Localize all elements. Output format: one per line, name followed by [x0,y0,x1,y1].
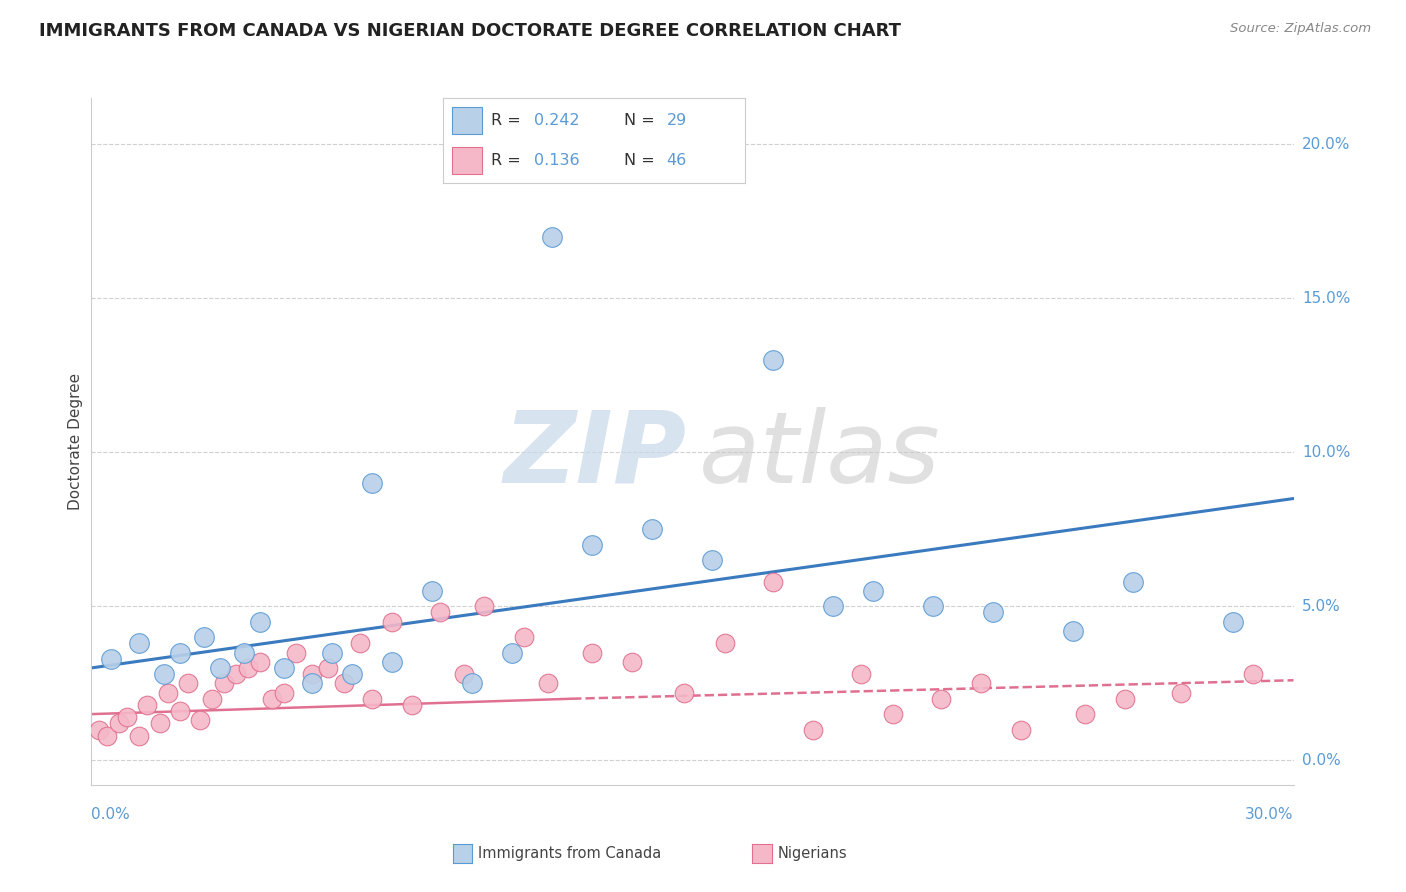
Point [169,704,191,718]
Point [762,352,785,367]
Point [513,630,536,644]
Point [821,599,844,614]
Text: 15.0%: 15.0% [1302,291,1350,306]
Point [236,661,259,675]
Text: Immigrants from Canada: Immigrants from Canada [478,847,661,861]
Point [922,599,945,614]
Point [176,676,198,690]
Point [273,661,295,675]
Point [461,676,484,690]
Text: R =: R = [491,112,526,128]
Point [381,615,404,629]
Text: Nigerians: Nigerians [778,847,848,861]
Text: 10.0%: 10.0% [1302,445,1350,459]
Point [273,685,295,699]
Text: 0.136: 0.136 [534,153,579,169]
Point [702,553,724,567]
Text: 0.0%: 0.0% [1302,753,1340,768]
Point [360,691,382,706]
Point [381,655,404,669]
Point [453,667,475,681]
Point [929,691,952,706]
Text: N =: N = [624,153,661,169]
Text: atlas: atlas [699,407,941,504]
Point [420,583,443,598]
Point [201,691,224,706]
Point [641,522,664,536]
Point [188,713,211,727]
Point [429,606,451,620]
Point [762,574,785,589]
Point [128,729,150,743]
Point [1010,723,1032,737]
Point [152,667,174,681]
Point [316,661,339,675]
Point [1222,615,1244,629]
Point [225,667,247,681]
Point [232,646,254,660]
Point [360,476,382,491]
Point [321,646,343,660]
Text: 0.242: 0.242 [534,112,579,128]
Point [1243,667,1265,681]
Point [882,707,904,722]
Point [1062,624,1084,638]
Point [801,723,824,737]
Point [713,636,735,650]
Text: ZIP: ZIP [503,407,686,504]
Point [249,655,271,669]
Point [673,685,696,699]
Point [621,655,644,669]
Point [284,646,307,660]
Point [501,646,523,660]
Point [96,729,118,743]
Point [208,661,231,675]
Point [249,615,271,629]
Point [340,667,363,681]
Point [148,716,170,731]
Point [117,710,139,724]
Text: R =: R = [491,153,526,169]
Point [981,606,1004,620]
Text: 29: 29 [666,112,688,128]
Point [1122,574,1144,589]
Point [541,229,564,244]
Point [301,667,323,681]
Bar [451,107,482,134]
Point [581,646,603,660]
Point [401,698,423,712]
Point [193,630,215,644]
Text: 20.0%: 20.0% [1302,136,1350,152]
Point [212,676,235,690]
Point [581,538,603,552]
Point [1114,691,1136,706]
Point [136,698,159,712]
Point [169,646,191,660]
Point [849,667,872,681]
Point [89,723,111,737]
Point [108,716,131,731]
Point [862,583,884,598]
Text: Source: ZipAtlas.com: Source: ZipAtlas.com [1230,22,1371,36]
Point [537,676,560,690]
Point [472,599,495,614]
Y-axis label: Doctorate Degree: Doctorate Degree [67,373,83,510]
Point [970,676,993,690]
Text: IMMIGRANTS FROM CANADA VS NIGERIAN DOCTORATE DEGREE CORRELATION CHART: IMMIGRANTS FROM CANADA VS NIGERIAN DOCTO… [39,22,901,40]
Point [156,685,179,699]
Point [333,676,356,690]
Point [100,651,122,665]
Point [128,636,150,650]
Point [349,636,371,650]
Point [1074,707,1097,722]
Text: 46: 46 [666,153,688,169]
Text: 30.0%: 30.0% [1246,807,1294,822]
Point [301,676,323,690]
Point [260,691,283,706]
Point [1170,685,1192,699]
Text: 0.0%: 0.0% [91,807,131,822]
Bar [451,147,482,175]
Text: N =: N = [624,112,661,128]
Text: 5.0%: 5.0% [1302,599,1340,614]
